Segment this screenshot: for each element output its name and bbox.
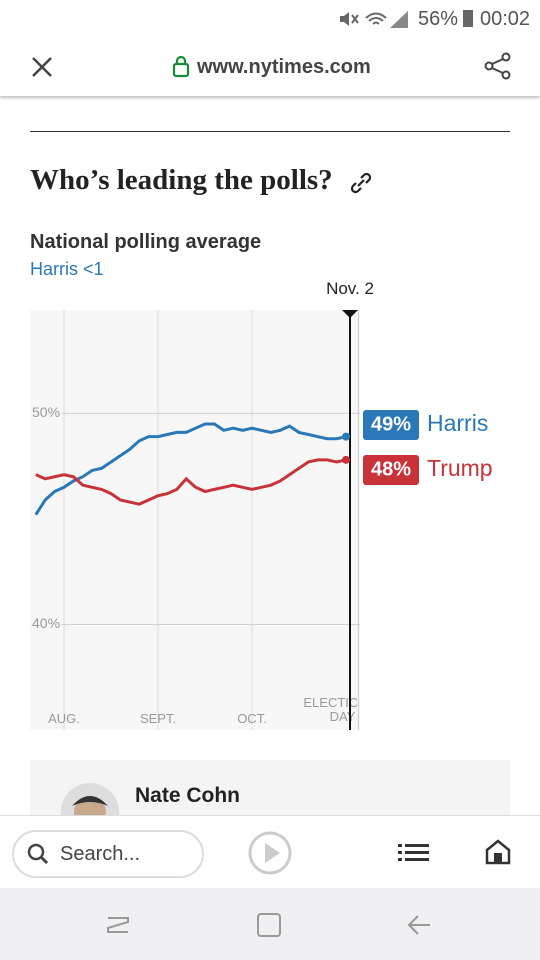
status-icons [340, 11, 408, 28]
nav-icons[interactable] [100, 910, 450, 940]
series-line [34, 422, 347, 516]
x-tick: AUG. [48, 712, 80, 726]
end-point [342, 432, 350, 441]
play-button[interactable] [247, 830, 293, 876]
end-label-value: 49% [371, 413, 411, 435]
lock-icon [172, 56, 190, 78]
legend-label: Harris [427, 410, 488, 436]
series-line [35, 458, 347, 506]
clock: 00:02 [480, 8, 531, 30]
battery-text: 56% [418, 8, 459, 30]
x-tick: SEPT. [139, 712, 177, 726]
status-bar: 56% 00:02 [0, 0, 540, 38]
url-bar: www.nytimes.com [0, 38, 540, 96]
x-tick: OCT. [237, 712, 267, 726]
bottom-toolbar: Search... [0, 815, 540, 889]
end-label-box [363, 410, 419, 440]
x-tick-label: ELECTION DAY [303, 696, 358, 724]
home-button[interactable] [484, 838, 512, 866]
link-icon[interactable] [348, 170, 374, 196]
legend-label: Trump [427, 455, 493, 481]
battery-icon [463, 10, 473, 27]
x-tick: ELECTION DAY [303, 696, 358, 724]
section-heading: Who’s leading the polls? [30, 164, 333, 196]
chart-title: National polling average [30, 231, 262, 253]
plot-background [30, 310, 360, 730]
date-marker-arrow [342, 310, 358, 318]
end-label-box [363, 455, 419, 485]
x-tick-label: SEPT. [139, 712, 177, 726]
share-button[interactable] [484, 52, 512, 80]
x-tick-label: OCT. [237, 712, 267, 726]
url[interactable]: www.nytimes.com [197, 56, 371, 78]
search-icon [27, 843, 49, 865]
search-box[interactable]: Search... [12, 830, 204, 878]
y-tick-label: 50% [32, 404, 60, 420]
end-label-value: 48% [371, 458, 411, 480]
divider [30, 131, 510, 132]
author-name[interactable]: Nate Cohn [135, 784, 240, 807]
end-point [342, 455, 350, 464]
x-tick-label: AUG. [48, 712, 80, 726]
sections-button[interactable] [398, 842, 430, 864]
nav-bar [0, 888, 540, 960]
chart-subtitle: Harris <1 [30, 259, 104, 279]
annotation: Nov. 2 [326, 280, 374, 298]
close-button[interactable] [30, 55, 54, 79]
chart: AUG. SEPT. OCT. ELECTION DAY 40% 50% Nov. 2 49%… [30, 280, 493, 730]
y-tick-label: 40% [32, 615, 60, 631]
search-placeholder: Search... [60, 843, 141, 865]
